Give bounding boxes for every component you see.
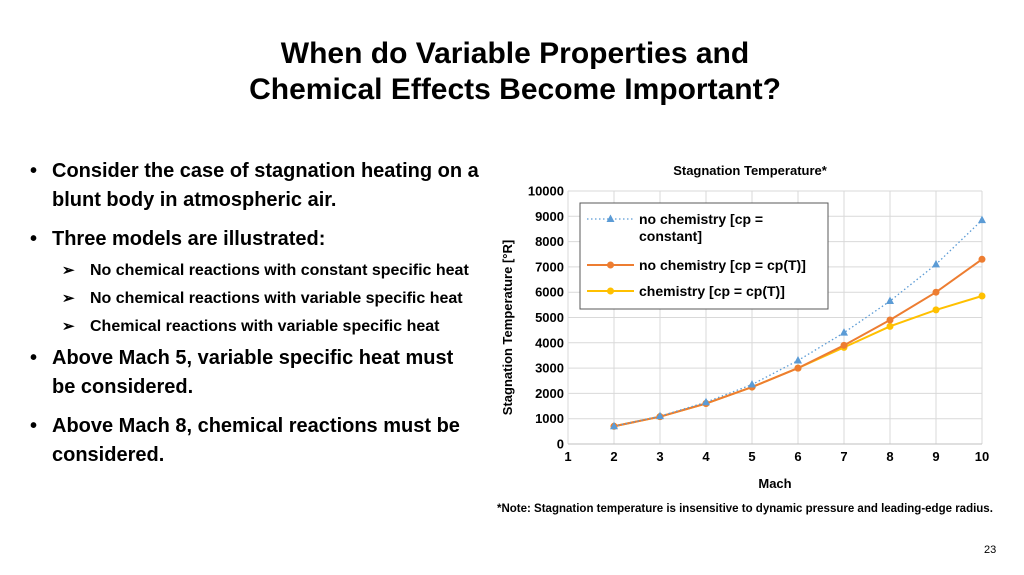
data-point-series-1 [748, 380, 756, 388]
data-point-series-3 [932, 306, 940, 314]
data-point-series-1 [932, 259, 940, 268]
data-point-series-2 [932, 288, 940, 296]
data-point-series-2 [978, 255, 986, 263]
page-number: 23 [984, 544, 997, 556]
y-axis-label: Stagnation Temperature [°R] [500, 240, 515, 415]
legend-label-1: no chemistry [cp = constant] [639, 211, 763, 244]
sub-bullet-text: Chemical reactions with variable specifi… [90, 318, 440, 335]
legend-marker-3 [607, 287, 614, 295]
slide-title-line-2: Chemical Effects Become Important? [249, 73, 781, 106]
sub-bullet-item: ➢ No chemical reactions with variable spe… [30, 288, 480, 310]
y-tick-label: 4000 [535, 335, 564, 350]
sub-bullet-list: ➢ No chemical reactions with constant spe… [30, 260, 480, 338]
data-point-series-2 [794, 364, 802, 372]
y-tick-label: 10000 [528, 184, 564, 199]
arrow-bullet-icon: ➢ [62, 290, 75, 307]
x-axis-label: Mach [758, 476, 791, 491]
bullet-dot-icon: • [30, 160, 38, 182]
x-tick-label: 8 [886, 449, 893, 464]
data-point-series-2 [886, 316, 894, 324]
chart-footnote: *Note: Stagnation temperature is insensi… [497, 503, 993, 515]
x-tick-label: 4 [702, 449, 710, 464]
data-point-series-1 [702, 397, 710, 406]
x-tick-label: 2 [610, 449, 617, 464]
bullet-item: • Above Mach 8, chemical reactions must b… [30, 412, 480, 470]
data-point-series-1 [656, 411, 664, 420]
y-tick-label: 9000 [535, 209, 564, 224]
legend-marker-2 [607, 261, 614, 269]
x-tick-label: 3 [656, 449, 663, 464]
bullet-dot-icon: • [30, 415, 38, 437]
bullet-item: • Three models are illustrated: [30, 225, 480, 254]
y-tick-label: 8000 [535, 234, 564, 249]
bullet-item: • Consider the case of stagnation heating… [30, 157, 480, 215]
x-tick-label: 10 [975, 449, 989, 464]
bullet-text: Three models are illustrated: [52, 228, 326, 250]
bullet-dot-icon: • [30, 347, 38, 369]
x-tick-label: 5 [748, 449, 755, 464]
bullet-text: Consider the case of stagnation heating … [52, 160, 479, 211]
legend-marker-1 [606, 214, 615, 222]
x-tick-label: 7 [840, 449, 847, 464]
sub-bullet-text: No chemical reactions with constant spec… [90, 262, 469, 279]
slide-title-line-1: When do Variable Properties and [280, 37, 750, 70]
y-tick-label: 7000 [535, 259, 564, 274]
data-point-series-1 [978, 215, 986, 224]
data-point-series-2 [840, 341, 848, 349]
chart-title: Stagnation Temperature* [673, 163, 828, 178]
sub-bullet-text: No chemical reactions with variable spec… [90, 290, 463, 307]
y-tick-label: 3000 [535, 361, 564, 376]
bullet-text: Above Mach 5, variable specific heat mus… [52, 347, 454, 398]
x-tick-label: 6 [794, 449, 801, 464]
sub-bullet-item: ➢ Chemical reactions with variable specif… [30, 316, 480, 338]
sub-bullet-item: ➢ No chemical reactions with constant spe… [30, 260, 480, 282]
bullet-item: • Above Mach 5, variable specific heat mu… [30, 344, 480, 402]
bullet-text: Above Mach 8, chemical reactions must be… [52, 415, 460, 466]
y-tick-label: 2000 [535, 386, 564, 401]
data-point-series-1 [610, 421, 618, 430]
legend-label-3: chemistry [cp = cp(T)] [639, 283, 785, 299]
y-tick-label: 6000 [535, 285, 564, 300]
x-tick-label: 9 [932, 449, 939, 464]
y-tick-label: 1000 [535, 411, 564, 426]
arrow-bullet-icon: ➢ [62, 262, 75, 279]
data-point-series-1 [886, 296, 894, 305]
x-tick-label: 1 [564, 449, 571, 464]
y-tick-label: 0 [557, 437, 564, 452]
data-point-series-3 [886, 322, 894, 330]
arrow-bullet-icon: ➢ [62, 318, 75, 335]
data-point-series-1 [840, 328, 848, 336]
bullet-dot-icon: • [30, 228, 38, 250]
slide-title: When do Variable Properties and Chemical… [0, 36, 1024, 108]
y-tick-label: 5000 [535, 310, 564, 325]
bullet-list: • Consider the case of stagnation heating… [30, 157, 480, 480]
data-point-series-1 [794, 356, 802, 364]
data-point-series-3 [978, 292, 986, 300]
legend-label-2: no chemistry [cp = cp(T)] [639, 257, 806, 273]
